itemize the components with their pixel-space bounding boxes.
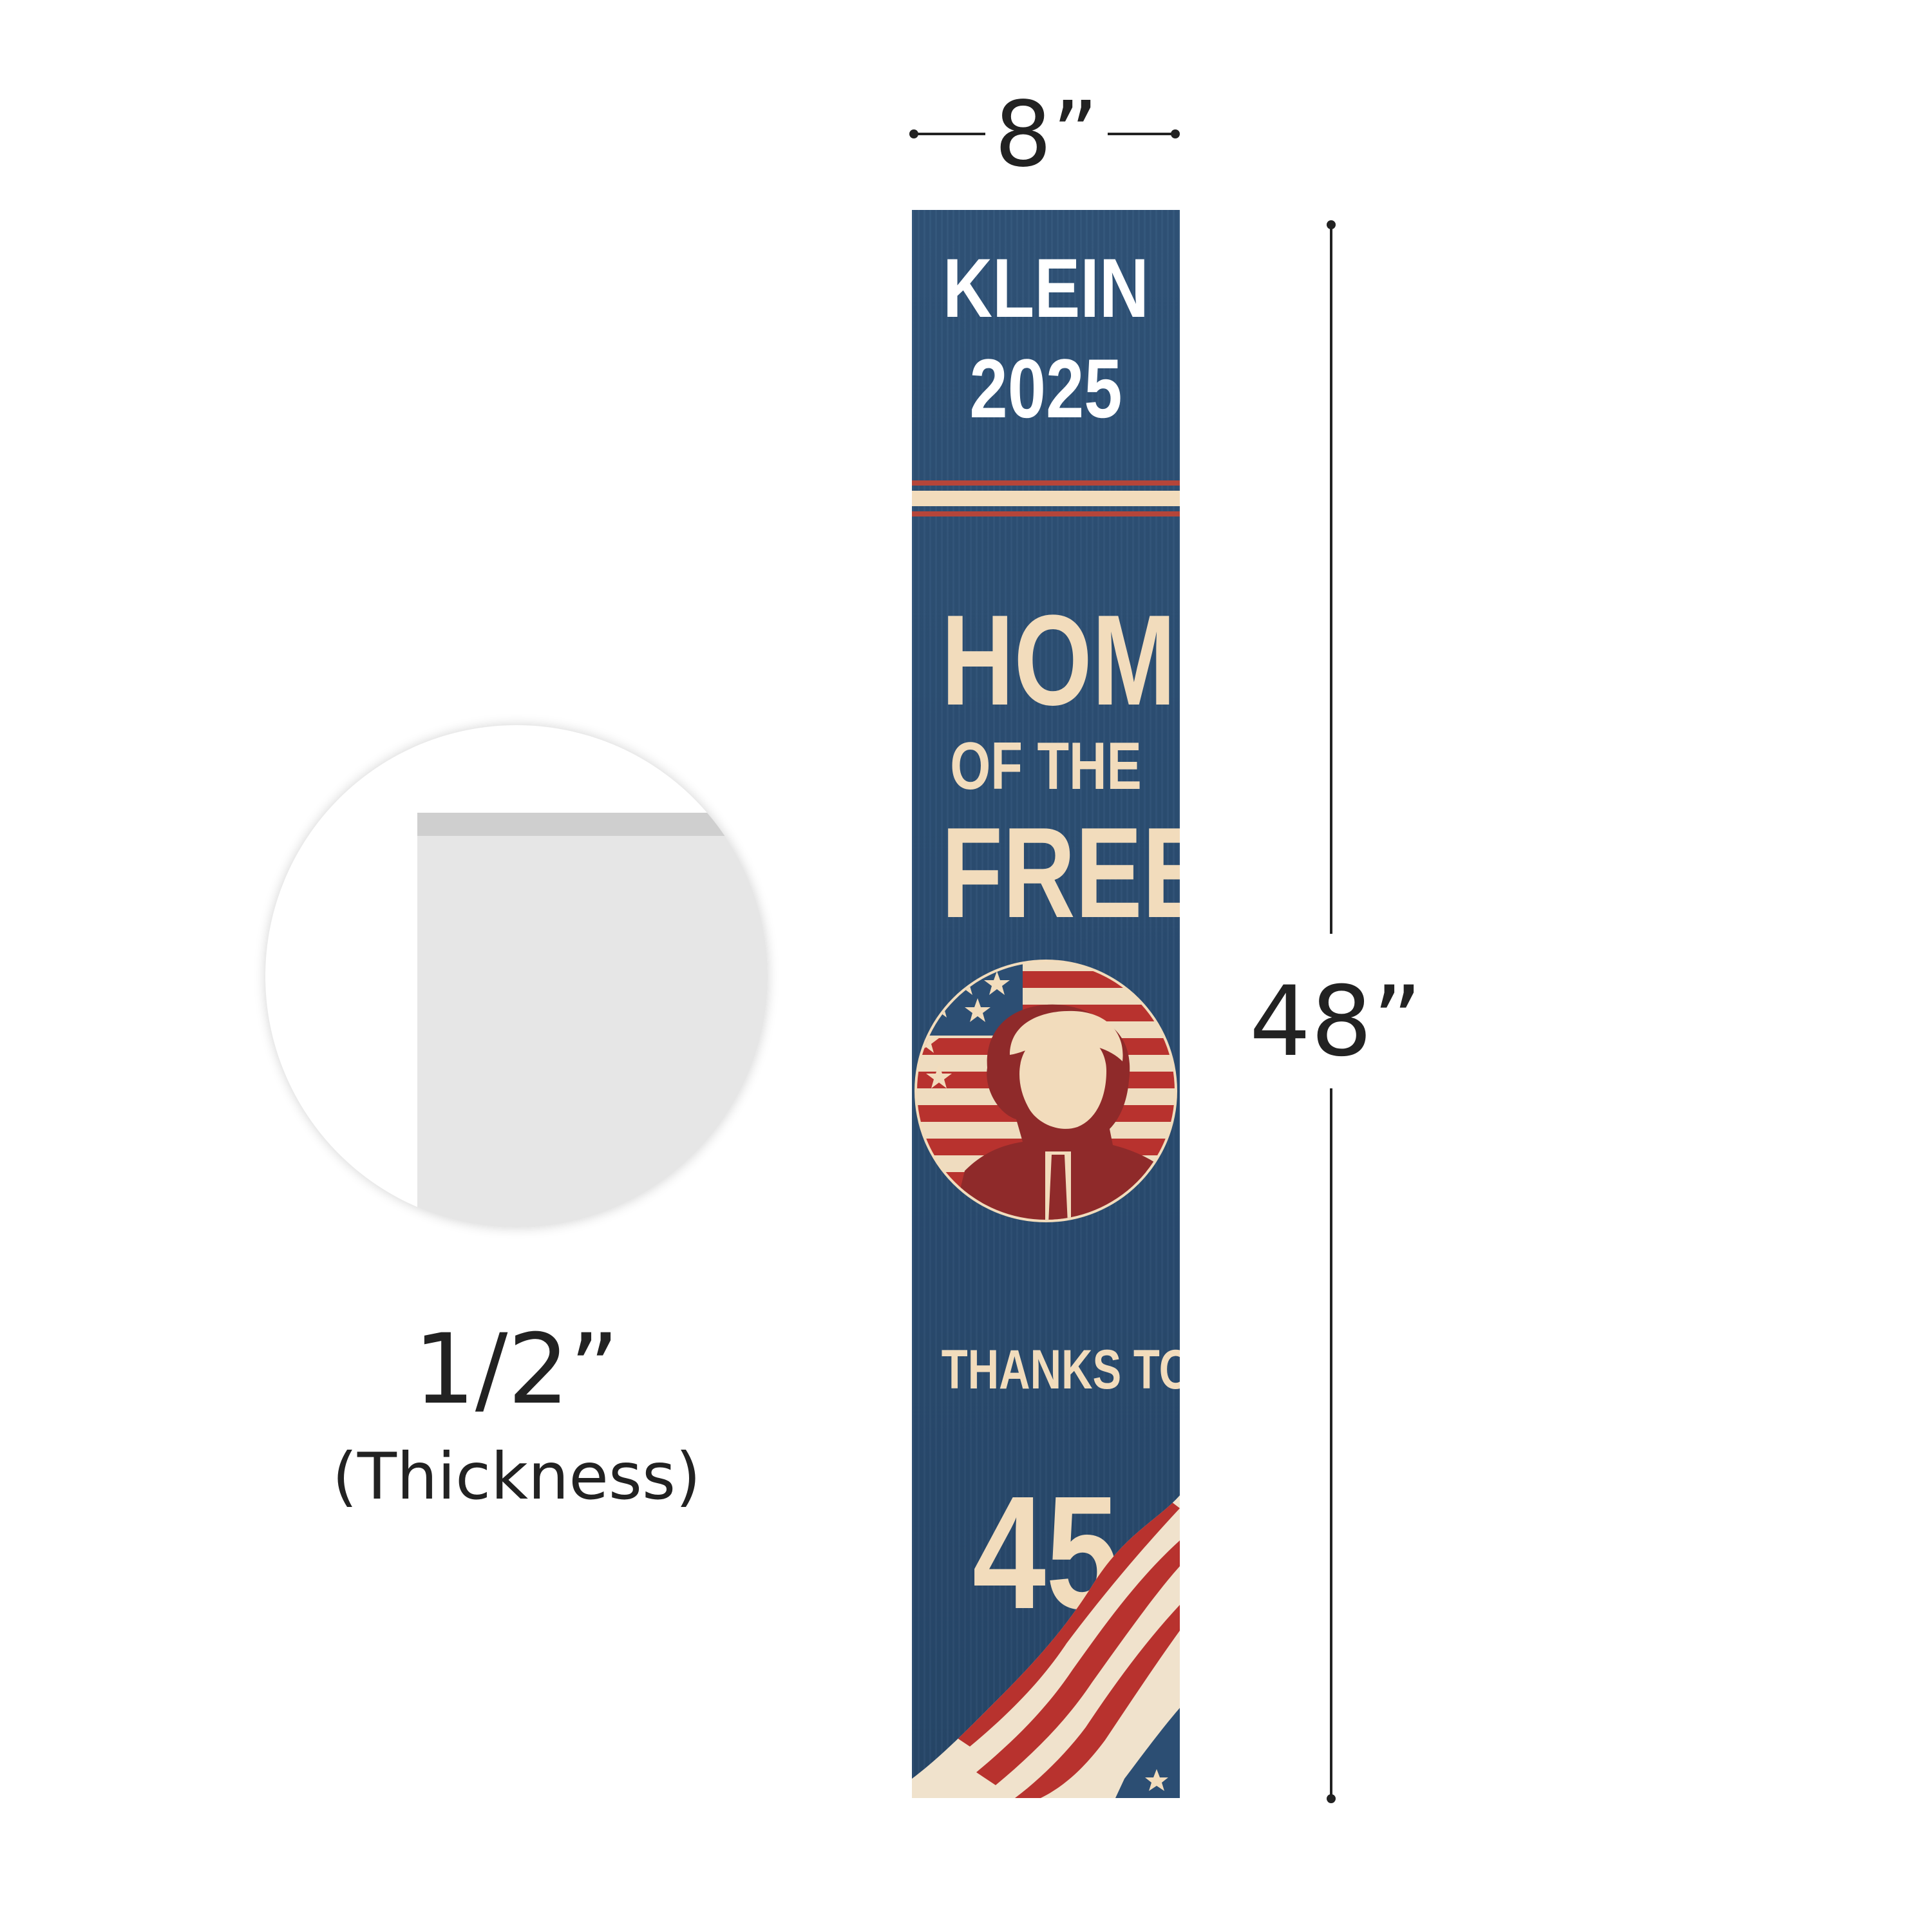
sign-year-text: 2025 bbox=[969, 341, 1122, 435]
waving-flag-graphic bbox=[912, 1495, 1180, 1798]
headline-of-the: OF THE bbox=[950, 729, 1142, 804]
board-face-closeup bbox=[417, 836, 768, 1227]
width-dim-line-left bbox=[914, 133, 985, 135]
thickness-detail bbox=[265, 725, 768, 1227]
thickness-value: 1/2” bbox=[413, 1314, 620, 1426]
divider-stripe-cream bbox=[912, 491, 1180, 506]
headline-free: FREE bbox=[941, 801, 1180, 945]
porch-sign-board: KLEIN 2025 HOME OF THE FREE bbox=[912, 210, 1180, 1798]
divider-stripe-red-top bbox=[912, 480, 1180, 486]
width-dim-start-dot bbox=[909, 129, 918, 138]
width-dim-line-right bbox=[1108, 133, 1175, 135]
portrait-medallion bbox=[913, 958, 1179, 1224]
sign-name-text: KLEIN bbox=[943, 241, 1149, 335]
headline-home: HOME bbox=[941, 589, 1180, 732]
thickness-edge bbox=[417, 813, 768, 836]
thickness-label: (Thickness) bbox=[332, 1439, 701, 1514]
height-value: 48” bbox=[1249, 966, 1423, 1078]
divider-stripe-red-bottom bbox=[912, 511, 1180, 516]
height-dim-line-top bbox=[1330, 225, 1332, 934]
width-value: 8” bbox=[994, 82, 1099, 187]
footer-thanks-to: THANKS TO bbox=[941, 1339, 1180, 1401]
height-dim-bottom-dot bbox=[1327, 1794, 1336, 1803]
portrait-flag-illustration bbox=[914, 960, 1177, 1222]
width-dim-end-dot bbox=[1171, 129, 1180, 138]
height-dim-line-bottom bbox=[1330, 1088, 1332, 1797]
height-dim-top-dot bbox=[1327, 220, 1336, 229]
